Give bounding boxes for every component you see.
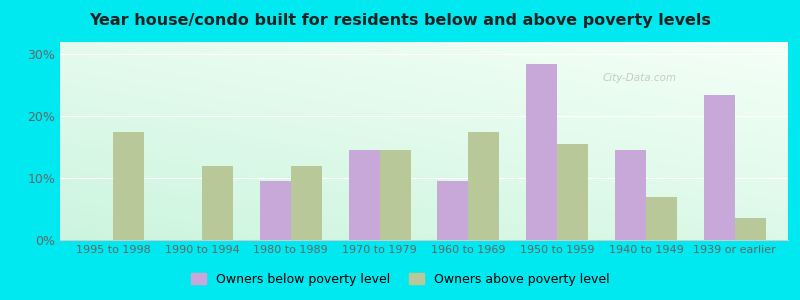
Text: City-Data.com: City-Data.com xyxy=(603,73,677,83)
Bar xyxy=(260,181,291,240)
Bar xyxy=(734,218,766,240)
Bar xyxy=(114,132,144,240)
Text: Year house/condo built for residents below and above poverty levels: Year house/condo built for residents bel… xyxy=(89,14,711,28)
Bar xyxy=(704,94,734,240)
Bar xyxy=(380,150,410,240)
Legend: Owners below poverty level, Owners above poverty level: Owners below poverty level, Owners above… xyxy=(186,268,614,291)
Bar xyxy=(438,181,468,240)
Bar xyxy=(468,132,499,240)
Bar xyxy=(202,166,233,240)
Bar xyxy=(646,197,677,240)
Bar xyxy=(349,150,380,240)
Bar xyxy=(557,144,588,240)
Bar xyxy=(291,166,322,240)
Bar xyxy=(526,64,557,240)
Bar xyxy=(615,150,646,240)
